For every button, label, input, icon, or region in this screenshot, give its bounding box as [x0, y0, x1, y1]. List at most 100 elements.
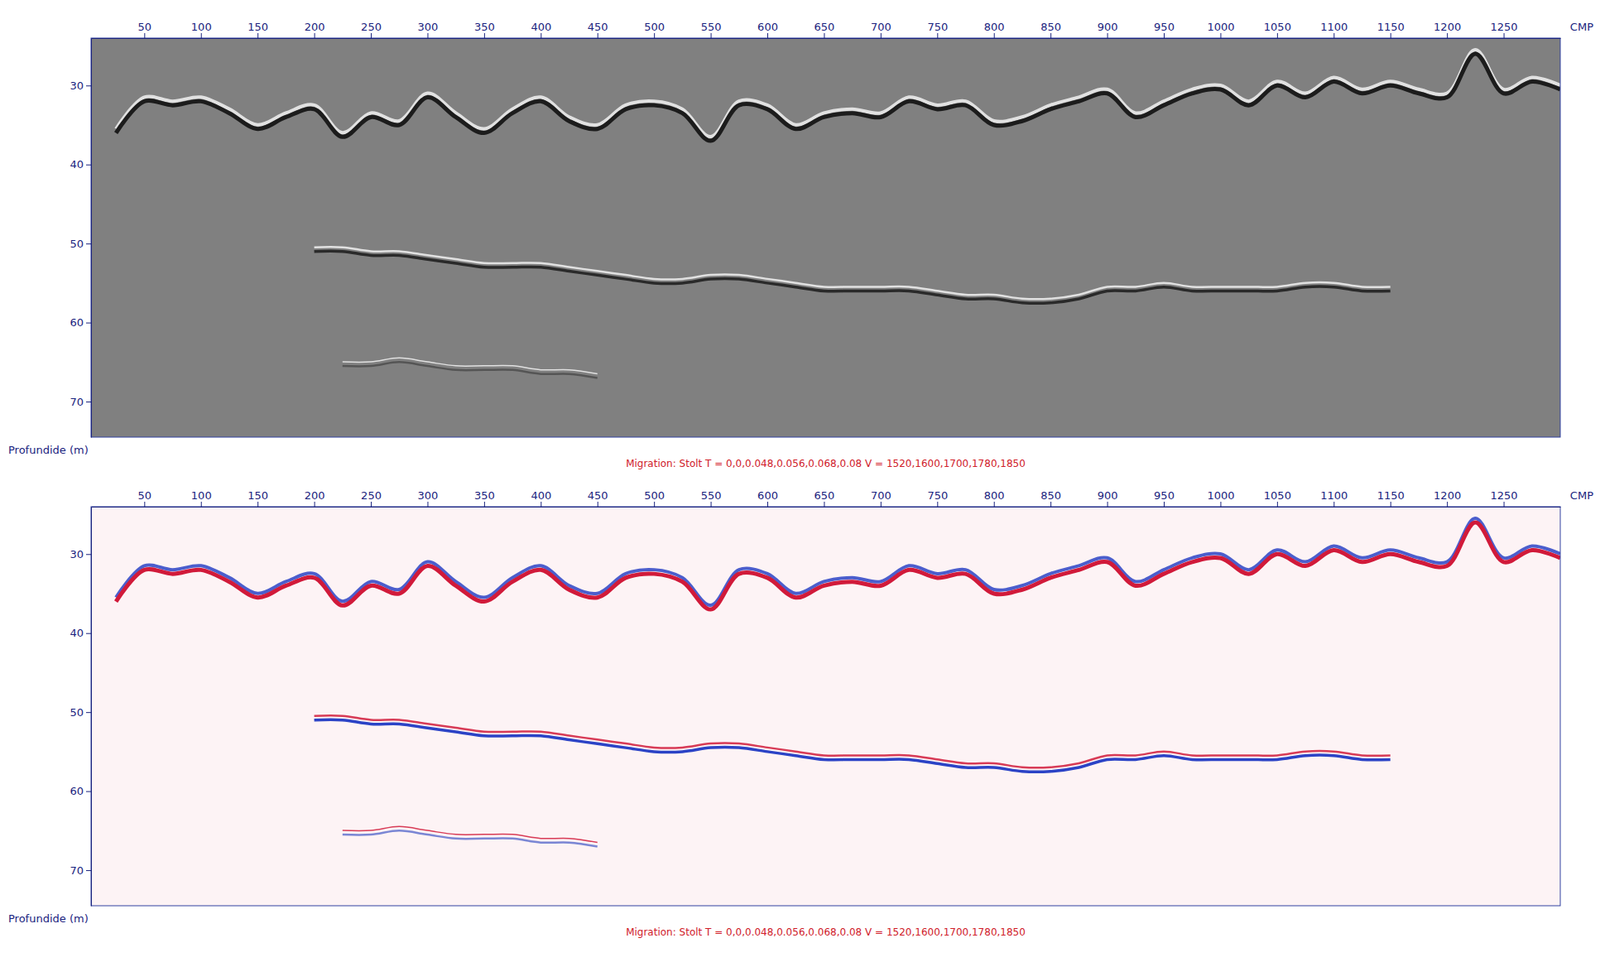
tick-label: 500 — [643, 489, 665, 502]
tick: 350 — [474, 489, 495, 507]
tick-label: 350 — [474, 489, 495, 502]
tick-mark — [484, 33, 486, 39]
tick-mark — [86, 711, 92, 713]
tick: 250 — [360, 489, 382, 507]
tick-mark — [1390, 501, 1392, 507]
tick: 1150 — [1377, 20, 1405, 39]
tick: 500 — [643, 20, 665, 39]
y-axis-title: Profundide (m) — [8, 443, 89, 457]
tick: 50 — [69, 237, 92, 250]
tick-mark — [711, 33, 712, 39]
tick-mark — [86, 553, 92, 555]
tick-label: 300 — [418, 489, 439, 502]
tick-label: 1050 — [1263, 20, 1292, 34]
tick: 1250 — [1490, 20, 1519, 39]
tick-mark — [936, 33, 938, 39]
tick-label: 850 — [1040, 20, 1062, 34]
reflector-band — [342, 357, 598, 374]
tick: 650 — [814, 20, 836, 39]
tick-mark — [86, 85, 92, 87]
tick-label: 550 — [701, 489, 722, 502]
tick: 30 — [69, 547, 92, 561]
tick-label: 500 — [643, 20, 665, 34]
tick: 850 — [1040, 489, 1062, 507]
tick: 500 — [643, 489, 665, 507]
tick-mark — [653, 501, 655, 507]
tick-mark — [86, 869, 92, 871]
tick-label: 400 — [530, 489, 552, 502]
axis-line — [91, 38, 1562, 39]
axis-line — [91, 506, 1562, 508]
panel: 5010015020025030035040045050055060065070… — [8, 489, 1594, 938]
tick: 50 — [138, 489, 153, 507]
tick-label: 1000 — [1206, 489, 1235, 502]
tick-mark — [86, 322, 92, 324]
tick-mark — [314, 33, 316, 39]
x-axis-title: CMP — [1570, 489, 1594, 502]
tick: 1150 — [1377, 489, 1405, 507]
tick-label: 650 — [814, 20, 836, 34]
tick-mark — [86, 401, 92, 403]
tick: 100 — [191, 20, 212, 39]
tick-mark — [994, 33, 995, 39]
tick: 50 — [69, 706, 92, 719]
tick: 800 — [984, 489, 1005, 507]
tick: 40 — [69, 626, 92, 640]
tick: 150 — [247, 20, 269, 39]
tick-label: 70 — [69, 395, 84, 409]
tick-label: 150 — [247, 489, 269, 502]
tick-mark — [1220, 501, 1221, 507]
tick-label: 150 — [247, 20, 269, 34]
tick-mark — [823, 501, 825, 507]
tick-mark — [86, 633, 92, 635]
tick: 1100 — [1320, 489, 1348, 507]
tick-label: 50 — [69, 237, 84, 250]
tick-label: 450 — [587, 20, 609, 34]
tick: 700 — [870, 489, 892, 507]
plot-area — [115, 49, 1561, 378]
tick: 850 — [1040, 20, 1062, 39]
tick-label: 950 — [1153, 489, 1175, 502]
tick-mark — [1050, 33, 1052, 39]
tick-mark — [86, 164, 92, 166]
tick-mark — [201, 501, 202, 507]
tick-mark — [427, 33, 428, 39]
tick-label: 50 — [138, 489, 153, 502]
tick-label: 1100 — [1320, 489, 1348, 502]
tick-label: 900 — [1097, 489, 1119, 502]
tick: 600 — [757, 489, 779, 507]
reflector — [314, 719, 1391, 772]
tick-label: 1150 — [1377, 20, 1405, 34]
x-axis-title: CMP — [1570, 20, 1594, 34]
tick-mark — [1503, 33, 1505, 39]
tick: 1050 — [1263, 489, 1292, 507]
tick-mark — [1390, 33, 1392, 39]
tick: 400 — [530, 489, 552, 507]
tick-label: 800 — [984, 489, 1005, 502]
tick-label: 850 — [1040, 489, 1062, 502]
tick: 700 — [870, 20, 892, 39]
tick: 750 — [927, 489, 948, 507]
tick: 40 — [69, 158, 92, 171]
tick-label: 400 — [530, 20, 552, 34]
reflector-band — [115, 518, 1561, 606]
tick-label: 800 — [984, 20, 1005, 34]
tick-label: 50 — [69, 706, 84, 719]
tick-label: 950 — [1153, 20, 1175, 34]
tick-mark — [144, 33, 145, 39]
tick-label: 1250 — [1490, 489, 1519, 502]
tick: 900 — [1097, 20, 1119, 39]
tick-mark — [880, 33, 882, 39]
tick: 50 — [138, 20, 153, 39]
y-axis: 3040506070 — [69, 38, 92, 438]
reflector — [115, 522, 1561, 610]
annotation: Migration: Stolt T = 0,0,0.048,0.056,0.0… — [625, 926, 1026, 938]
axis-line — [91, 38, 92, 438]
tick: 300 — [418, 489, 439, 507]
tick-label: 60 — [69, 784, 84, 798]
tick-mark — [823, 33, 825, 39]
tick-mark — [201, 33, 202, 39]
tick-mark — [1333, 33, 1335, 39]
tick-label: 700 — [870, 489, 892, 502]
tick-mark — [144, 501, 145, 507]
